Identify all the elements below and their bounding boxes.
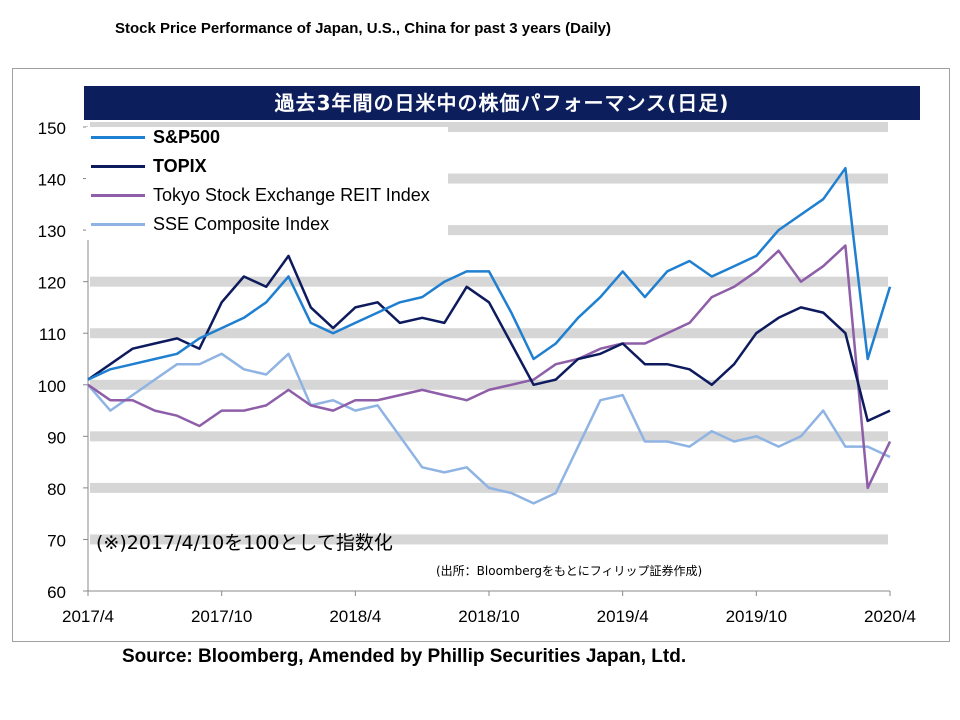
chart-title-banner: 過去3年間の日米中の株価パフォーマンス(日足) bbox=[84, 86, 920, 120]
legend-item: Tokyo Stock Exchange REIT Index bbox=[86, 182, 430, 208]
gridline-band bbox=[90, 276, 888, 287]
series-line-sse-composite-index bbox=[87, 352, 891, 505]
gridline-band bbox=[90, 225, 888, 236]
legend-swatch bbox=[91, 164, 145, 168]
y-tick-label: 140 bbox=[38, 171, 66, 190]
gridline-band bbox=[90, 431, 888, 442]
header-title: Stock Price Performance of Japan, U.S., … bbox=[115, 20, 612, 37]
y-tick-label: 120 bbox=[38, 274, 66, 293]
y-tick-label: 60 bbox=[47, 583, 66, 602]
legend-item: S&P500 bbox=[86, 124, 220, 150]
gridline-band bbox=[90, 173, 888, 184]
y-tick-label: 90 bbox=[47, 428, 66, 447]
gridline-band bbox=[90, 122, 888, 132]
index-note: (※)2017/4/10を100として指数化 bbox=[96, 532, 393, 554]
x-tick-label: 2019/10 bbox=[726, 607, 787, 626]
chart-frame bbox=[12, 68, 950, 642]
x-tick-label: 2019/4 bbox=[597, 607, 649, 626]
y-tick-label: 80 bbox=[47, 480, 66, 499]
gridline-band bbox=[90, 379, 888, 390]
x-tick-label: 2020/4 bbox=[864, 607, 916, 626]
legend-label: TOPIX bbox=[153, 155, 207, 176]
legend-label: SSE Composite Index bbox=[153, 213, 330, 234]
x-tick-label: 2017/10 bbox=[191, 607, 252, 626]
series-line-tokyo-stock-exchange-reit-index bbox=[87, 244, 892, 490]
legend-label: Tokyo Stock Exchange REIT Index bbox=[153, 184, 430, 205]
y-tick-label: 100 bbox=[38, 377, 66, 396]
legend-item: TOPIX bbox=[86, 153, 207, 179]
legend-swatch bbox=[91, 193, 145, 197]
y-tick-label: 70 bbox=[47, 531, 66, 550]
legend: S&P500 TOPIX Tokyo Stock Exchange REIT Ind… bbox=[86, 127, 448, 240]
source-caption: Source: Bloomberg, Amended by Phillip Se… bbox=[122, 646, 687, 667]
series-line-topix bbox=[87, 254, 891, 423]
y-tick-label: 130 bbox=[38, 222, 66, 241]
x-tick-label: 2018/10 bbox=[458, 607, 519, 626]
series-line-s-p500 bbox=[87, 166, 892, 381]
legend-swatch bbox=[91, 222, 145, 226]
y-tick-label: 110 bbox=[39, 325, 66, 344]
x-tick-label: 2018/4 bbox=[329, 607, 381, 626]
x-tick-label: 2017/4 bbox=[62, 607, 114, 626]
data-credit: (出所：Bloombergをもとにフィリップ証券作成) bbox=[436, 564, 703, 578]
legend-item: SSE Composite Index bbox=[86, 211, 329, 237]
gridline-band bbox=[90, 328, 888, 339]
legend-swatch bbox=[91, 135, 145, 139]
legend-label: S&P500 bbox=[153, 126, 221, 147]
gridline-band bbox=[90, 534, 888, 545]
y-tick-label: 150 bbox=[38, 119, 66, 138]
